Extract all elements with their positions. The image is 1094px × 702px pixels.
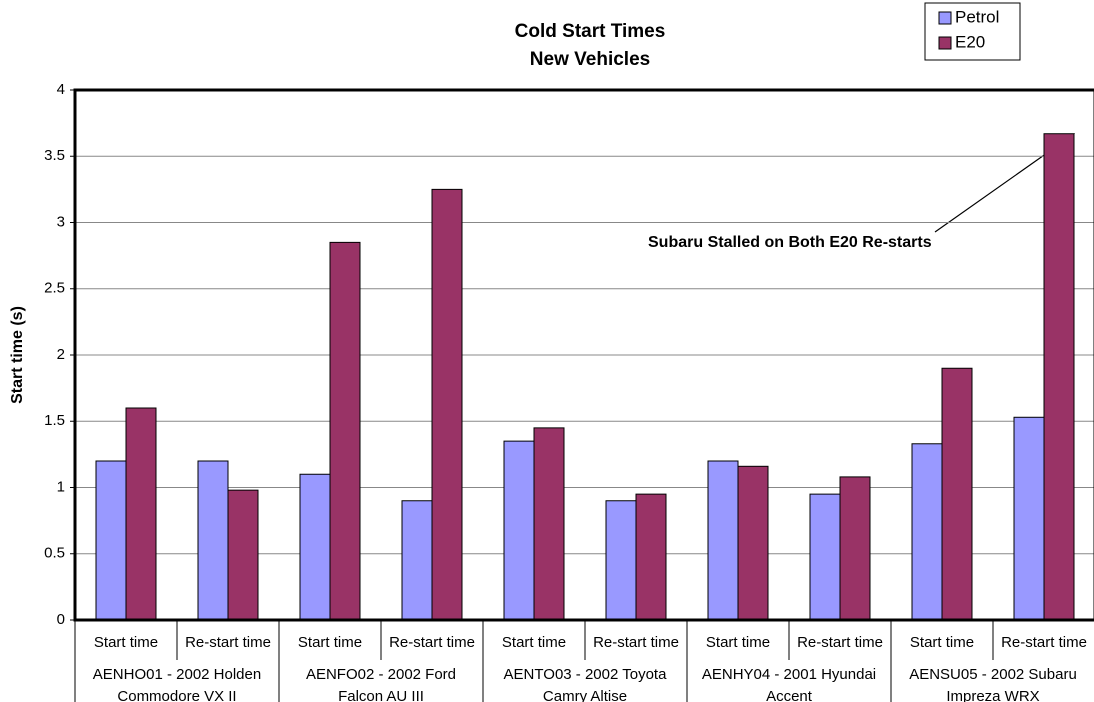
- bar: [503, 440, 535, 621]
- y-tick-label: 0: [57, 611, 65, 628]
- bar: [227, 489, 259, 621]
- y-axis-label: Start time (s): [9, 306, 26, 404]
- legend-swatch: [938, 11, 952, 25]
- bar: [911, 443, 943, 621]
- bar: [707, 460, 739, 621]
- y-tick-label: 4: [57, 81, 65, 98]
- y-tick-label: 2: [57, 346, 65, 363]
- chart-subtitle: New Vehicles: [530, 49, 650, 70]
- group-label: AENFO02 - 2002 Ford Falcon AU III: [305, 666, 457, 702]
- plot-frame: [73, 88, 1094, 622]
- group-label: AENTO03 - 2002 Toyota Camry Altise: [503, 666, 667, 702]
- y-tick-label: 3: [57, 213, 65, 230]
- bar: [533, 427, 565, 621]
- x-tick-label: Start time: [910, 634, 974, 651]
- x-tick-label: Re-start time: [797, 634, 883, 651]
- bar: [299, 473, 331, 621]
- bar: [737, 465, 769, 621]
- y-tick-label: 2.5: [44, 280, 65, 297]
- bar: [431, 188, 463, 621]
- y-tick-label: 0.5: [44, 545, 65, 562]
- bar: [809, 493, 841, 621]
- bar: [1043, 133, 1075, 621]
- chart-title: Cold Start Times: [515, 21, 666, 42]
- x-tick-label: Start time: [502, 634, 566, 651]
- bar: [197, 460, 229, 621]
- annotation: Subaru Stalled on Both E20 Re-starts: [648, 234, 932, 251]
- x-tick-label: Re-start time: [389, 634, 475, 651]
- x-tick-label: Re-start time: [593, 634, 679, 651]
- group-label: AENSU05 - 2002 Subaru Impreza WRX: [909, 666, 1077, 702]
- bar: [125, 407, 157, 621]
- bar: [401, 500, 433, 621]
- group-label: AENHO01 - 2002 Holden Commodore VX II: [92, 666, 262, 702]
- y-tick-label: 1.5: [44, 412, 65, 429]
- bar: [839, 476, 871, 621]
- legend-label: Petrol: [955, 7, 999, 26]
- y-tick-label: 1: [57, 478, 65, 495]
- legend-swatch: [938, 36, 952, 50]
- bar: [605, 500, 637, 621]
- bar: [635, 493, 667, 621]
- bar: [95, 460, 127, 621]
- y-tick-label: 3.5: [44, 147, 65, 164]
- x-tick-label: Re-start time: [185, 634, 271, 651]
- group-label: AENHY04 - 2001 Hyundai Accent: [701, 666, 877, 702]
- x-tick-label: Start time: [298, 634, 362, 651]
- legend-label: E20: [955, 32, 985, 51]
- bar: [941, 367, 973, 621]
- x-tick-label: Start time: [94, 634, 158, 651]
- x-tick-label: Start time: [706, 634, 770, 651]
- bar: [1013, 416, 1045, 621]
- x-tick-label: Re-start time: [1001, 634, 1087, 651]
- bar: [329, 241, 361, 621]
